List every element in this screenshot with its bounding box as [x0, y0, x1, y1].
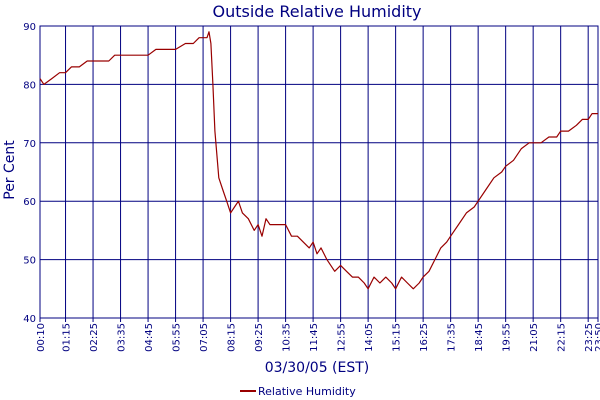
x-tick-label: 01:15	[62, 323, 73, 352]
x-tick-label: 03:35	[117, 323, 128, 352]
x-tick-label: 12:55	[337, 323, 348, 352]
y-tick-label: 60	[23, 197, 36, 208]
x-tick-label: 19:55	[502, 323, 513, 352]
y-axis-label: Per Cent	[2, 140, 18, 200]
x-tick-label: 11:45	[309, 323, 320, 352]
series-line	[39, 31, 598, 290]
x-tick-label: 10:35	[282, 323, 293, 352]
legend: Relative Humidity	[240, 385, 356, 398]
x-tick-label: 00:10	[36, 323, 47, 352]
chart-title: Outside Relative Humidity	[212, 2, 421, 21]
x-tick-label: 22:15	[557, 323, 568, 352]
legend-label: Relative Humidity	[258, 385, 356, 398]
x-axis-label: 03/30/05 (EST)	[265, 360, 370, 376]
x-tick-label: 04:45	[144, 323, 155, 352]
y-tick-label: 70	[23, 139, 36, 150]
y-tick-label: 40	[23, 314, 36, 325]
x-tick-label: 08:15	[227, 323, 238, 352]
x-tick-label: 17:35	[447, 323, 458, 352]
x-tick-label: 16:25	[419, 323, 430, 352]
x-tick-label: 02:25	[89, 323, 100, 352]
y-tick-label: 80	[23, 80, 36, 91]
series	[39, 31, 598, 290]
grid	[39, 25, 599, 322]
x-tick-label: 15:15	[392, 323, 403, 352]
x-tick-label: 18:45	[474, 323, 485, 352]
x-tick-label: 14:05	[364, 323, 375, 352]
x-tick-label: 23:50	[594, 323, 600, 352]
x-tick-label: 07:05	[199, 323, 210, 352]
y-tick-label: 50	[23, 256, 36, 267]
x-tick-label: 05:55	[172, 323, 183, 352]
x-tick-label: 09:25	[254, 323, 265, 352]
x-tick-label: 23:25	[584, 323, 595, 352]
x-tick-label: 21:05	[529, 323, 540, 352]
y-tick-labels: 40 50 60 70 80 90	[23, 22, 36, 325]
x-tick-labels: 00:10 01:15 02:25 03:35 04:45 05:55 07:05 08:15…	[36, 323, 600, 352]
y-tick-label: 90	[23, 22, 36, 33]
